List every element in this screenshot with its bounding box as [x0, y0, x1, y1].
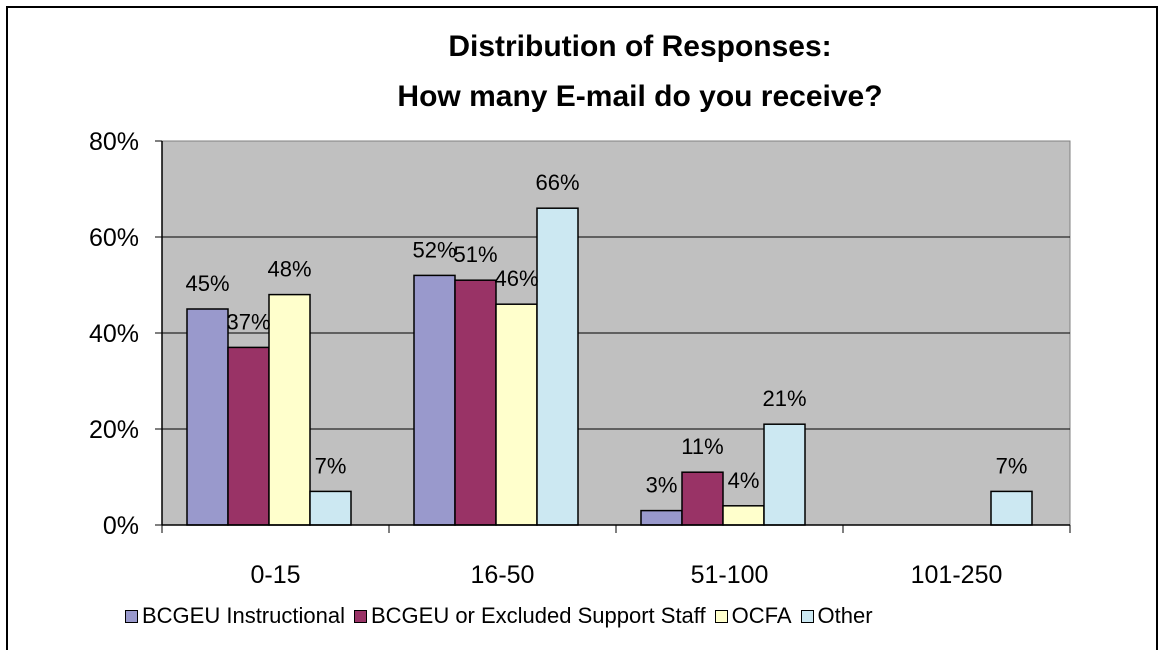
data-label: 21%	[762, 386, 806, 411]
bar	[413, 274, 456, 526]
y-tick-label: 80%	[89, 128, 139, 156]
data-label: 46%	[494, 266, 538, 291]
y-tick-label: 40%	[89, 320, 139, 348]
legend-item: OCFA	[714, 603, 792, 629]
bar	[990, 490, 1033, 526]
data-label: 37%	[226, 309, 270, 334]
legend-label: Other	[817, 603, 873, 628]
data-label: 48%	[267, 257, 311, 282]
data-label: 51%	[453, 242, 497, 267]
bar	[186, 308, 229, 526]
legend-item: BCGEU or Excluded Support Staff	[353, 603, 706, 629]
y-tick-label: 60%	[89, 224, 139, 252]
legend-swatch	[800, 609, 814, 623]
chart-legend: BCGEU Instructional BCGEU or Excluded Sup…	[125, 603, 882, 629]
legend-label: BCGEU or Excluded Support Staff	[370, 603, 706, 628]
bar	[681, 471, 724, 526]
y-tick-label: 20%	[89, 416, 139, 444]
legend-label: BCGEU Instructional	[142, 603, 345, 628]
bar	[309, 490, 352, 526]
legend-swatch	[714, 609, 728, 623]
bar	[722, 505, 765, 526]
legend-swatch	[353, 609, 367, 623]
legend-item: Other	[800, 603, 873, 629]
data-label: 3%	[646, 473, 678, 498]
data-label: 7%	[315, 453, 347, 478]
data-label: 52%	[412, 237, 456, 262]
bar	[536, 207, 579, 526]
bar	[268, 293, 311, 526]
x-tick-label: 0-15	[250, 561, 300, 589]
bar	[763, 423, 806, 526]
data-label: 45%	[185, 271, 229, 296]
chart-title-line-1: Distribution of Responses:	[448, 30, 831, 63]
bar	[454, 279, 497, 526]
y-tick-label: 0%	[103, 512, 139, 540]
bar	[227, 346, 270, 526]
legend-swatch	[125, 609, 138, 623]
data-label: 66%	[535, 170, 579, 195]
x-tick-label: 16-50	[471, 561, 535, 589]
legend-label: OCFA	[731, 603, 792, 628]
chart-title-line-2: How many E-mail do you receive?	[397, 80, 882, 113]
data-label: 7%	[996, 453, 1028, 478]
x-tick-label: 51-100	[691, 561, 769, 589]
x-tick-label: 101-250	[911, 561, 1003, 589]
data-label: 4%	[728, 468, 760, 493]
data-label: 11%	[681, 434, 723, 459]
bar	[495, 303, 538, 526]
legend-item: BCGEU Instructional	[125, 603, 345, 629]
bar	[640, 509, 683, 526]
